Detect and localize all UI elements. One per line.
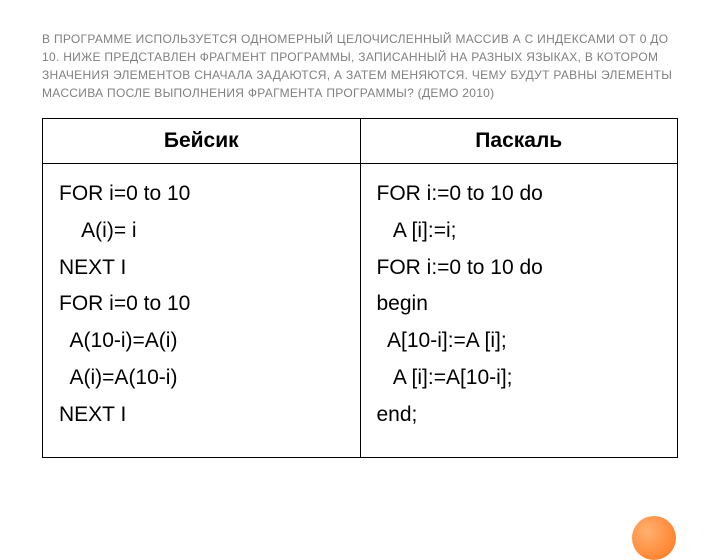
table-header-row: Бейсик Паскаль — [43, 119, 678, 164]
basic-line: A(i)=A(10-i) — [59, 360, 344, 397]
basic-line: A(10-i)=A(i) — [59, 323, 344, 360]
pascal-line: end; — [377, 397, 662, 434]
header-basic: Бейсик — [43, 119, 361, 164]
header-pascal: Паскаль — [360, 119, 678, 164]
slide-title: В ПРОГРАММЕ ИСПОЛЬЗУЕТСЯ ОДНОМЕРНЫЙ ЦЕЛО… — [42, 30, 678, 102]
basic-code-cell: FOR i=0 to 10 A(i)= i NEXT I FOR i=0 to … — [43, 164, 361, 458]
slide-container: В ПРОГРАММЕ ИСПОЛЬЗУЕТСЯ ОДНОМЕРНЫЙ ЦЕЛО… — [0, 0, 720, 478]
pascal-line: FOR i:=0 to 10 do — [377, 176, 662, 213]
pascal-line: A[10-i]:=A [i]; — [377, 323, 662, 360]
pascal-line: A [i]:=A[10-i]; — [377, 360, 662, 397]
table-code-row: FOR i=0 to 10 A(i)= i NEXT I FOR i=0 to … — [43, 164, 678, 458]
basic-line: FOR i=0 to 10 — [59, 176, 344, 213]
pascal-line: FOR i:=0 to 10 do — [377, 250, 662, 287]
code-comparison-table: Бейсик Паскаль FOR i=0 to 10 A(i)= i NEX… — [42, 118, 678, 458]
pascal-code-cell: FOR i:=0 to 10 do A [i]:=i; FOR i:=0 to … — [360, 164, 678, 458]
basic-line: NEXT I — [59, 250, 344, 287]
pascal-line: A [i]:=i; — [377, 213, 662, 250]
decorative-circle-icon — [632, 516, 676, 560]
basic-line: FOR i=0 to 10 — [59, 286, 344, 323]
pascal-line: begin — [377, 286, 662, 323]
basic-line: A(i)= i — [59, 213, 344, 250]
basic-line: NEXT I — [59, 397, 344, 434]
